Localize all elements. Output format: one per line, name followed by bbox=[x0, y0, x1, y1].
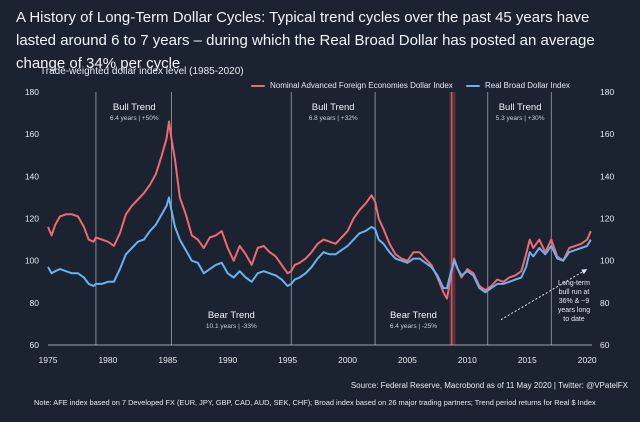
callout-line-1: bull run at bbox=[559, 289, 590, 296]
callout-line-3: years long bbox=[558, 307, 590, 314]
y-tick-left-180: 180 bbox=[25, 87, 39, 97]
trend-label-3: Bear Trend bbox=[208, 310, 255, 321]
trend-detail-0: 6.4 years | +50% bbox=[110, 115, 159, 122]
legend-label-nominal: Nominal Advanced Foreign Economies Dolla… bbox=[270, 81, 453, 90]
y-tick-left-100: 100 bbox=[25, 256, 39, 266]
source-note: Source: Federal Reserve, Macrobond as of… bbox=[350, 381, 628, 390]
crisis-shading bbox=[449, 92, 456, 345]
trend-label-0: Bull Trend bbox=[113, 102, 156, 113]
x-tick-1990: 1990 bbox=[218, 355, 237, 365]
x-tick-1975: 1975 bbox=[39, 355, 58, 365]
y-tick-left-160: 160 bbox=[25, 129, 39, 139]
callout-line-2: 36% & ~9 bbox=[559, 298, 590, 305]
trend-detail-2: 5.3 years | +30% bbox=[496, 115, 545, 122]
trend-detail-4: 6.4 years | -25% bbox=[390, 323, 437, 330]
y-tick-right-120: 120 bbox=[600, 214, 614, 224]
real-broad-line bbox=[47, 196, 592, 294]
trend-label-1: Bull Trend bbox=[312, 102, 355, 113]
y-tick-right-180: 180 bbox=[600, 87, 614, 97]
y-tick-right-80: 80 bbox=[600, 298, 610, 308]
x-tick-1985: 1985 bbox=[158, 355, 177, 365]
chart-subtitle: Trade-weighted dollar index level (1985-… bbox=[40, 66, 244, 77]
y-tick-right-160: 160 bbox=[600, 129, 614, 139]
y-tick-left-60: 60 bbox=[30, 340, 40, 350]
y-tick-left-120: 120 bbox=[25, 214, 39, 224]
x-tick-1995: 1995 bbox=[278, 355, 297, 365]
legend-swatch-real bbox=[466, 84, 480, 87]
nominal-afe-line bbox=[47, 120, 592, 300]
legend-label-real: Real Broad Dollar Index bbox=[485, 81, 570, 90]
chart-title: A History of Long-Term Dollar Cycles: Ty… bbox=[16, 9, 595, 72]
trend-detail-1: 6.8 years | +32% bbox=[309, 115, 358, 122]
legend-item-nominal: Nominal Advanced Foreign Economies Dolla… bbox=[251, 81, 453, 90]
y-tick-right-140: 140 bbox=[600, 171, 614, 181]
y-tick-right-100: 100 bbox=[600, 256, 614, 266]
x-tick-2015: 2015 bbox=[518, 355, 537, 365]
legend-swatch-nominal bbox=[251, 84, 265, 87]
legend-item-real: Real Broad Dollar Index bbox=[466, 81, 570, 90]
y-tick-left-80: 80 bbox=[30, 298, 40, 308]
y-tick-right-60: 60 bbox=[600, 340, 610, 350]
callout-arrow-line bbox=[500, 268, 588, 321]
x-tick-1980: 1980 bbox=[98, 355, 117, 365]
y-tick-left-140: 140 bbox=[25, 171, 39, 181]
footnote: Note: AFE index based on 7 Developed FX … bbox=[34, 398, 596, 407]
trend-detail-3: 10.1 years | -33% bbox=[206, 323, 257, 330]
trend-label-2: Bull Trend bbox=[499, 102, 542, 113]
callout-arrowhead bbox=[581, 269, 588, 275]
x-tick-2000: 2000 bbox=[338, 355, 357, 365]
callout-line-4: to date bbox=[563, 316, 585, 323]
x-tick-2005: 2005 bbox=[398, 355, 417, 365]
x-tick-2020: 2020 bbox=[578, 355, 597, 365]
callout-line-0: Long-term bbox=[558, 280, 590, 287]
trend-label-4: Bear Trend bbox=[390, 310, 437, 321]
x-tick-2010: 2010 bbox=[458, 355, 477, 365]
